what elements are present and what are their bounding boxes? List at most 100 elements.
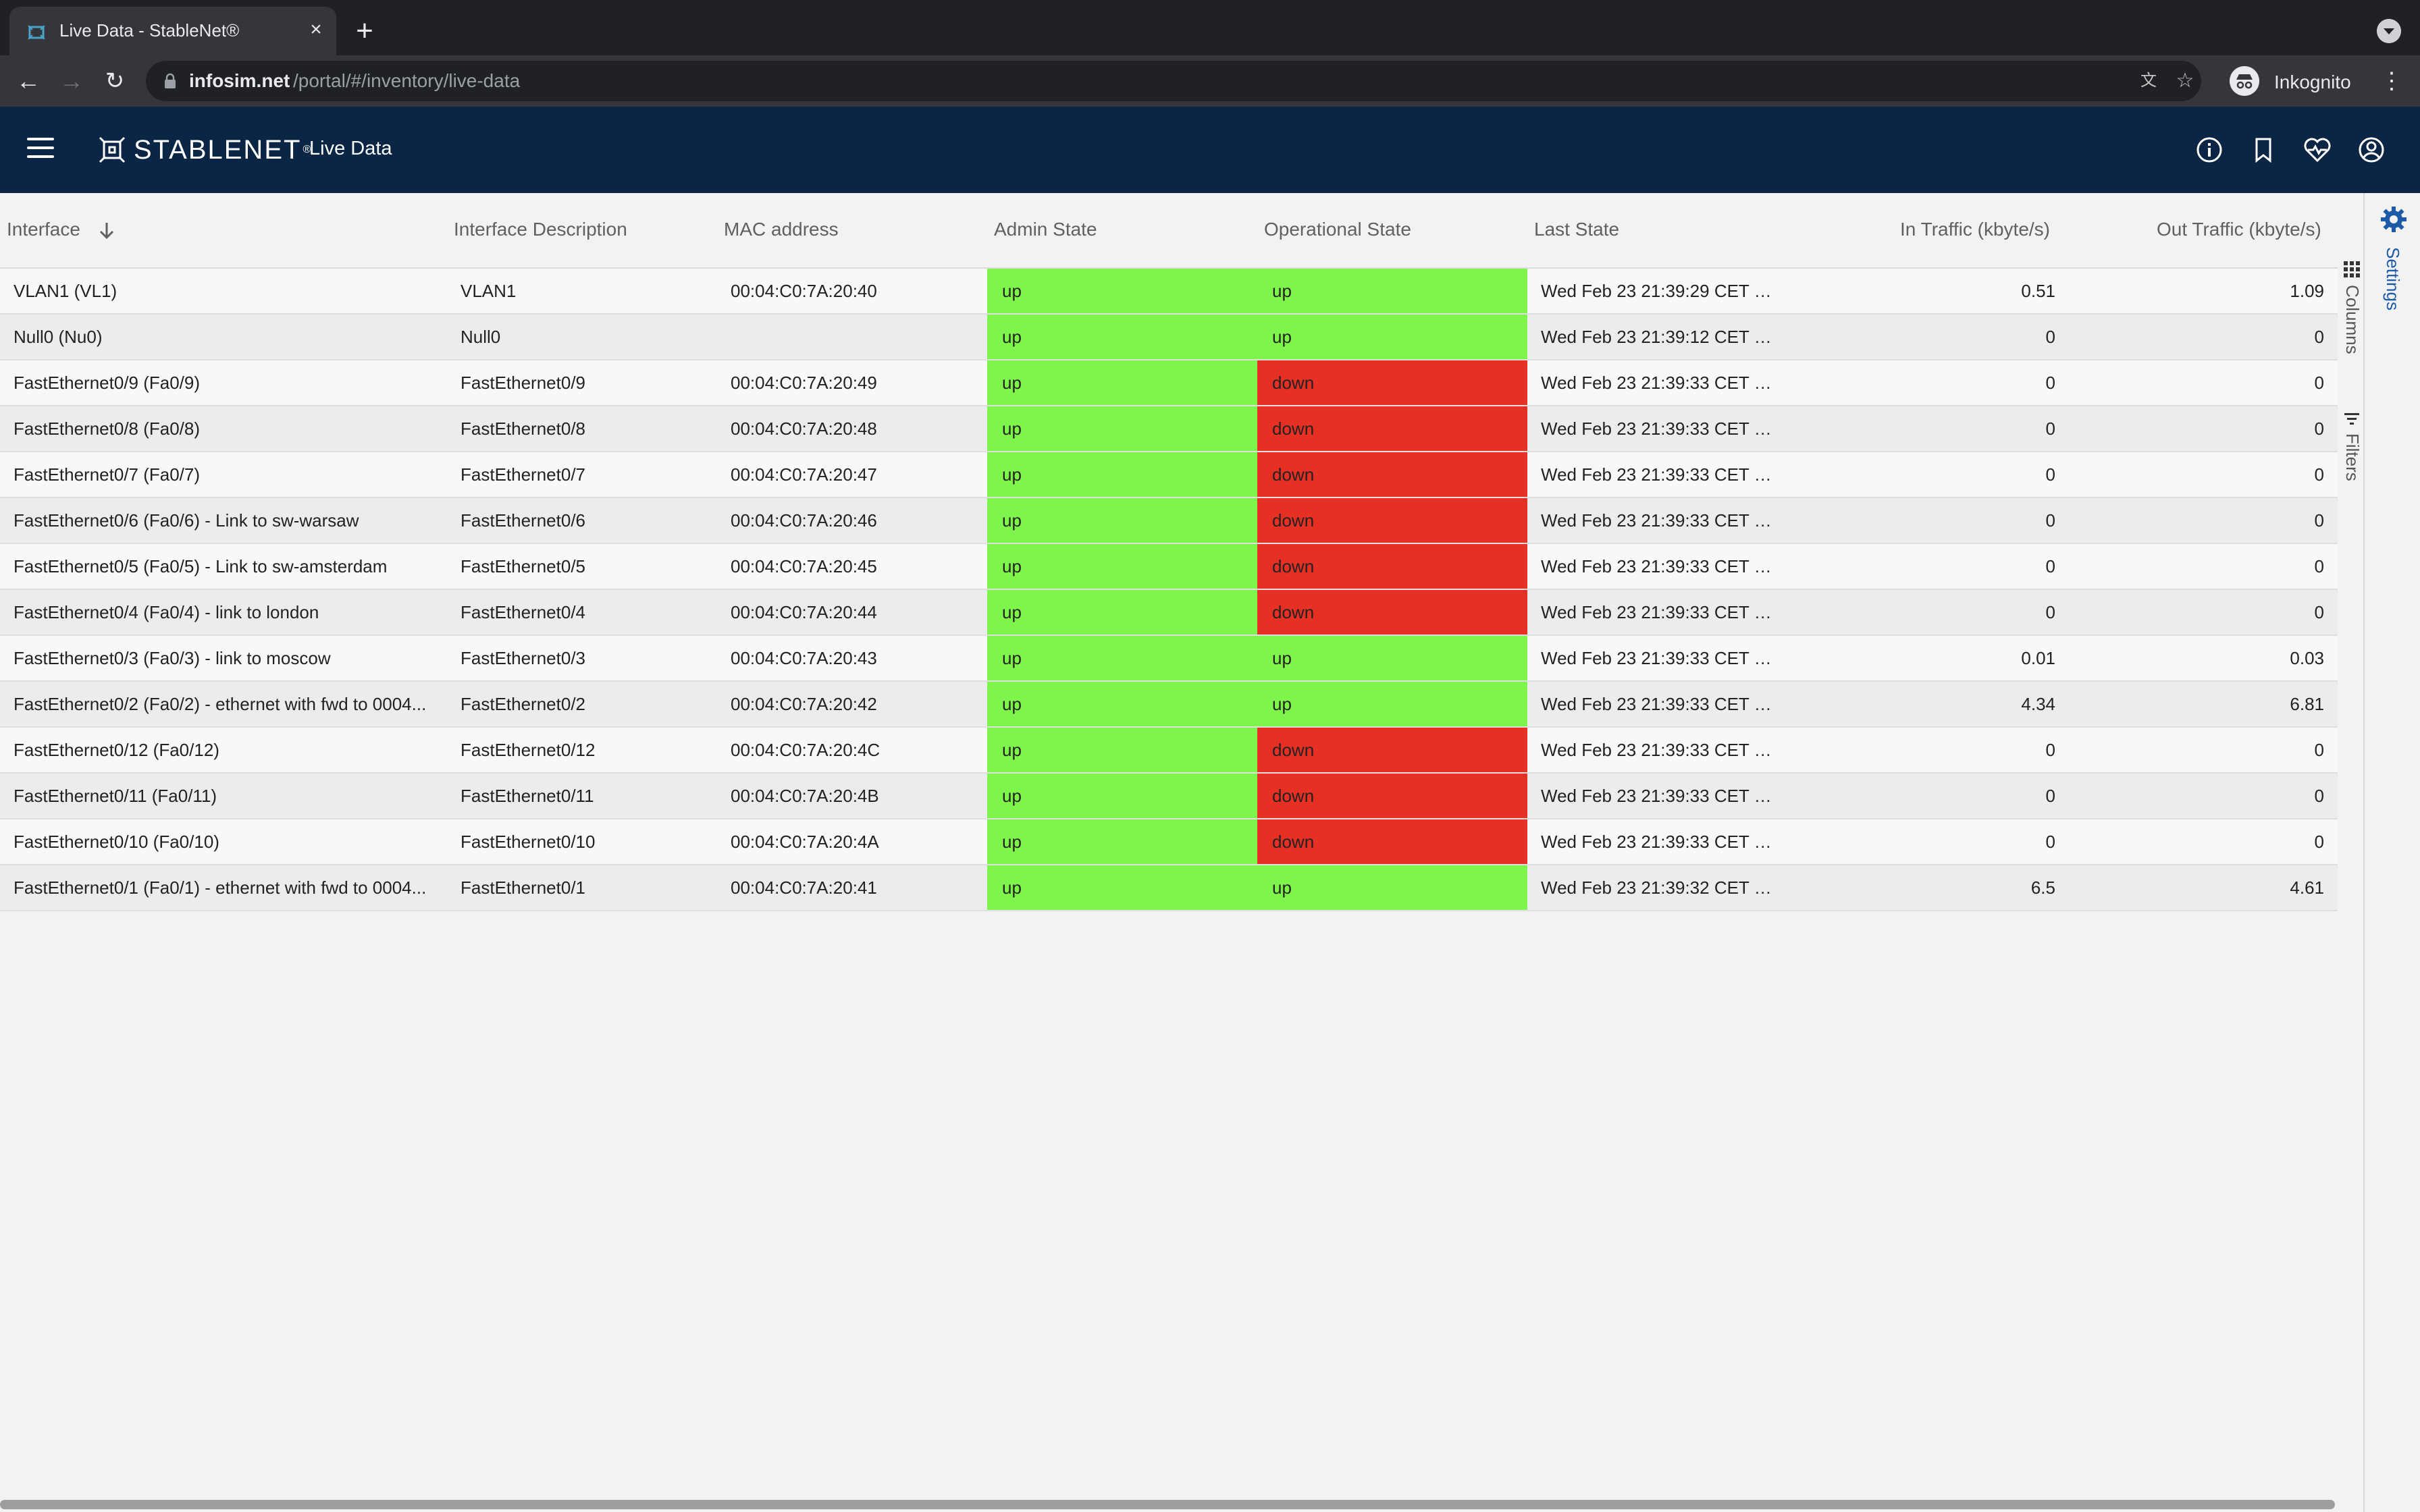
cell-description: FastEthernet0/10 (461, 832, 596, 852)
browser-tab[interactable]: Live Data - StableNet® × (9, 7, 336, 55)
cell-last-state: Wed Feb 23 21:39:33 CET 20... (1541, 786, 1774, 806)
cell-out-traffic: 0 (2314, 464, 2324, 485)
address-bar[interactable]: infosim.net /portal/#/inventory/live-dat… (146, 61, 2201, 101)
new-tab-icon[interactable]: + (356, 14, 373, 47)
url-host: infosim.net (189, 70, 290, 91)
cell-description: FastEthernet0/9 (461, 373, 585, 393)
live-data-grid: Interface Interface Description MAC addr… (0, 193, 2338, 911)
cell-last-state: Wed Feb 23 21:39:12 CET 20... (1541, 327, 1774, 347)
table-row[interactable]: FastEthernet0/1 (Fa0/1) - ethernet with … (0, 865, 2338, 911)
cell-admin-state: up (987, 636, 1257, 680)
cell-mac-address: 00:04:C0:7A:20:40 (731, 281, 877, 301)
cell-interface: Null0 (Nu0) (14, 327, 103, 347)
table-row[interactable]: FastEthernet0/12 (Fa0/12) FastEthernet0/1… (0, 728, 2338, 774)
cell-admin-state: up (987, 590, 1257, 634)
columns-tab[interactable]: Columns (2342, 285, 2363, 354)
column-header-operational-state[interactable]: Operational State (1264, 219, 1411, 240)
forward-arrow-icon[interactable]: → (59, 67, 84, 94)
cell-mac-address: 00:04:C0:7A:20:42 (731, 694, 877, 714)
health-heart-icon[interactable] (2303, 135, 2332, 165)
cell-interface: FastEthernet0/8 (Fa0/8) (14, 418, 201, 439)
url-path: /portal/#/inventory/live-data (293, 70, 521, 91)
table-row[interactable]: Null0 (Nu0) Null0 up up Wed Feb 23 21:39:12 … (0, 315, 2338, 360)
bookmark-star-icon[interactable]: ☆ (2176, 70, 2194, 92)
brand-name: STABLENET (134, 134, 302, 165)
cell-out-traffic: 0 (2314, 418, 2324, 439)
cell-in-traffic: 0.51 (2021, 281, 2055, 301)
table-row[interactable]: FastEthernet0/5 (Fa0/5) - Link to sw-ams… (0, 544, 2338, 590)
cell-out-traffic: 4.61 (2290, 878, 2324, 898)
table-row[interactable]: FastEthernet0/7 (Fa0/7) FastEthernet0/7 00… (0, 452, 2338, 498)
translate-icon[interactable]: 文 (2140, 72, 2157, 90)
cell-mac-address: 00:04:C0:7A:20:45 (731, 556, 877, 576)
cell-admin-state: up (987, 315, 1257, 359)
cell-admin-state: up (987, 682, 1257, 726)
filters-tab[interactable]: Filters (2342, 433, 2363, 481)
cell-interface: FastEthernet0/7 (Fa0/7) (14, 464, 201, 485)
cell-mac-address: 00:04:C0:7A:20:44 (731, 602, 877, 622)
cell-interface: FastEthernet0/1 (Fa0/1) - ethernet with … (14, 878, 427, 898)
cell-interface: FastEthernet0/5 (Fa0/5) - Link to sw-ams… (14, 556, 388, 576)
hamburger-menu-icon[interactable] (27, 138, 54, 161)
cell-admin-state: up (987, 360, 1257, 405)
cell-description: FastEthernet0/5 (461, 556, 585, 576)
tab-title: Live Data - StableNet® (59, 20, 240, 40)
sort-descending-arrow-icon[interactable] (96, 220, 117, 242)
table-row[interactable]: FastEthernet0/9 (Fa0/9) FastEthernet0/9 00… (0, 360, 2338, 406)
cell-description: Null0 (461, 327, 501, 347)
table-row[interactable]: FastEthernet0/6 (Fa0/6) - Link to sw-war… (0, 498, 2338, 544)
reload-icon[interactable]: ↻ (105, 68, 125, 94)
table-row[interactable]: FastEthernet0/8 (Fa0/8) FastEthernet0/8 00… (0, 406, 2338, 452)
settings-tab[interactable]: Settings (2383, 247, 2403, 310)
columns-grid-icon[interactable] (2343, 261, 2361, 278)
column-header-description[interactable]: Interface Description (454, 219, 627, 240)
back-arrow-icon[interactable]: ← (16, 67, 41, 94)
table-row[interactable]: FastEthernet0/2 (Fa0/2) - ethernet with … (0, 682, 2338, 728)
cell-last-state: Wed Feb 23 21:39:33 CET 20... (1541, 602, 1774, 622)
column-header-mac[interactable]: MAC address (724, 219, 839, 240)
table-row[interactable]: FastEthernet0/4 (Fa0/4) - link to london… (0, 590, 2338, 636)
cell-operational-state: down (1257, 544, 1527, 589)
lock-icon (165, 73, 176, 88)
tab-close-icon[interactable]: × (310, 18, 322, 40)
cell-description: VLAN1 (461, 281, 517, 301)
table-row[interactable]: FastEthernet0/10 (Fa0/10) FastEthernet0/1… (0, 819, 2338, 865)
cell-last-state: Wed Feb 23 21:39:33 CET 20... (1541, 556, 1774, 576)
cell-description: FastEthernet0/1 (461, 878, 585, 898)
cell-last-state: Wed Feb 23 21:39:33 CET 20... (1541, 832, 1774, 852)
cell-admin-state: up (987, 819, 1257, 864)
cell-last-state: Wed Feb 23 21:39:33 CET 20... (1541, 648, 1774, 668)
browser-toolbar: ← → ↻ infosim.net /portal/#/inventory/li… (0, 55, 2420, 107)
cell-interface: FastEthernet0/11 (Fa0/11) (14, 786, 217, 806)
side-panel-divider (2363, 193, 2365, 1512)
column-header-interface[interactable]: Interface (7, 219, 80, 240)
cell-in-traffic: 0 (2045, 510, 2055, 531)
stablenet-logo[interactable]: STABLENET ® (97, 134, 311, 166)
cell-operational-state: down (1257, 452, 1527, 497)
info-icon[interactable] (2194, 135, 2224, 165)
cell-operational-state: down (1257, 498, 1527, 543)
cell-operational-state: down (1257, 774, 1527, 818)
cell-operational-state: up (1257, 636, 1527, 680)
filter-icon[interactable] (2343, 410, 2361, 428)
gear-icon[interactable] (2379, 205, 2408, 234)
bookmark-icon[interactable] (2248, 135, 2278, 165)
cell-in-traffic: 0 (2045, 556, 2055, 576)
account-icon[interactable] (2357, 135, 2386, 165)
cell-out-traffic: 0 (2314, 327, 2324, 347)
cell-out-traffic: 0 (2314, 373, 2324, 393)
table-row[interactable]: FastEthernet0/11 (Fa0/11) FastEthernet0/1… (0, 774, 2338, 819)
column-header-out-traffic[interactable]: Out Traffic (kbyte/s) (2157, 219, 2321, 240)
column-header-admin-state[interactable]: Admin State (994, 219, 1097, 240)
table-row[interactable]: VLAN1 (VL1) VLAN1 00:04:C0:7A:20:40 up up Wed… (0, 269, 2338, 315)
cell-mac-address: 00:04:C0:7A:20:43 (731, 648, 877, 668)
column-header-in-traffic[interactable]: In Traffic (kbyte/s) (1900, 219, 2050, 240)
tab-search-chevron-icon[interactable] (2377, 19, 2401, 43)
browser-menu-icon[interactable]: ⋮ (2380, 68, 2403, 94)
horizontal-scrollbar[interactable] (0, 1500, 2335, 1509)
column-header-last-state[interactable]: Last State (1534, 219, 1620, 240)
cell-in-traffic: 0 (2045, 740, 2055, 760)
cell-in-traffic: 0.01 (2021, 648, 2055, 668)
table-row[interactable]: FastEthernet0/3 (Fa0/3) - link to moscow… (0, 636, 2338, 682)
cell-in-traffic: 0 (2045, 786, 2055, 806)
